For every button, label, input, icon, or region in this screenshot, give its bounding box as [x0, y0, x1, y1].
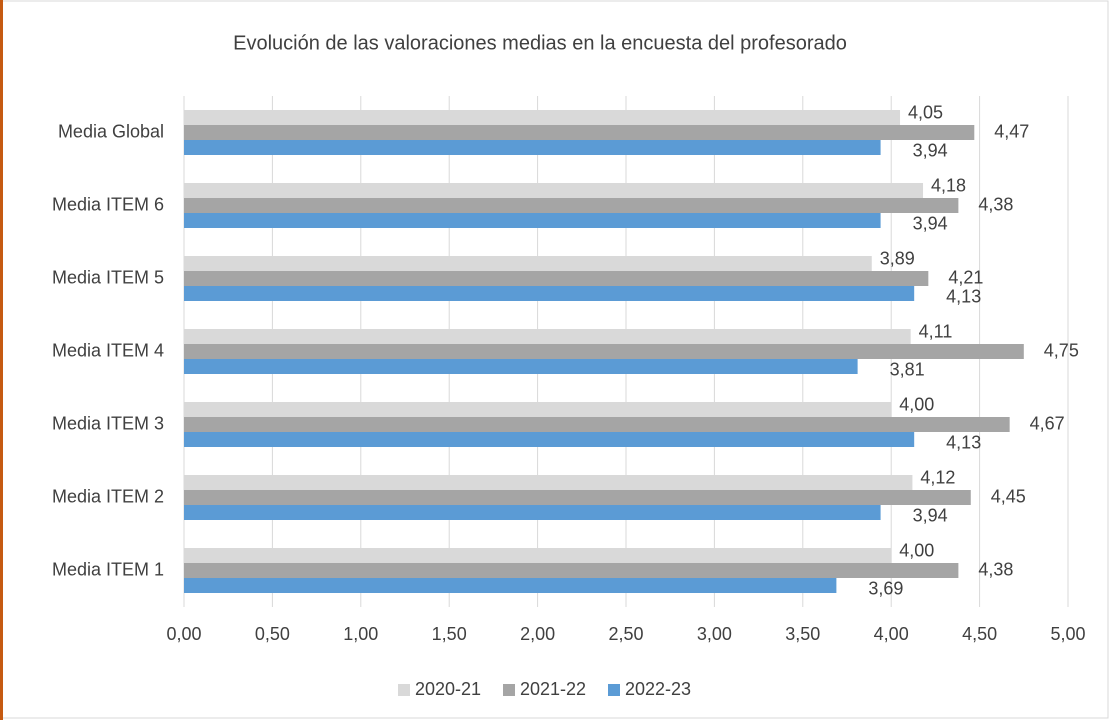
value-label: 4,13 — [946, 286, 981, 306]
y-tick-label: Media ITEM 5 — [52, 267, 164, 287]
value-label: 4,12 — [920, 467, 955, 487]
bar — [184, 563, 959, 578]
bar — [184, 286, 915, 301]
value-label: 4,47 — [994, 121, 1029, 141]
x-tick-label: 4,00 — [874, 624, 909, 644]
legend-label: 2020-21 — [415, 679, 481, 699]
legend-swatch — [503, 684, 515, 696]
legend-label: 2021-22 — [520, 679, 586, 699]
bar — [184, 140, 881, 155]
value-label: 3,94 — [913, 213, 948, 233]
value-label: 4,67 — [1030, 413, 1065, 433]
legend-label: 2022-23 — [625, 679, 691, 699]
legend-swatch — [398, 684, 410, 696]
y-tick-label: Media ITEM 2 — [52, 486, 164, 506]
bar — [184, 505, 881, 520]
bar — [184, 183, 924, 198]
x-tick-label: 5,00 — [1050, 624, 1085, 644]
x-tick-label: 1,50 — [432, 624, 467, 644]
bar — [184, 213, 881, 228]
value-label: 3,81 — [890, 359, 925, 379]
value-label: 4,00 — [899, 540, 934, 560]
value-label: 4,05 — [908, 102, 943, 122]
bar — [184, 417, 1010, 432]
bar — [184, 548, 892, 563]
bar — [184, 475, 913, 490]
value-label: 4,18 — [931, 175, 966, 195]
x-tick-label: 2,50 — [608, 624, 643, 644]
value-label: 3,94 — [913, 505, 948, 525]
y-tick-label: Media Global — [58, 121, 164, 141]
bar — [184, 198, 959, 213]
frame-edge — [0, 0, 3, 720]
bar — [184, 402, 892, 417]
value-label: 3,94 — [913, 140, 948, 160]
x-tick-label: 0,50 — [255, 624, 290, 644]
bar — [184, 432, 915, 447]
value-label: 4,11 — [919, 321, 953, 341]
value-label: 4,38 — [978, 194, 1013, 214]
value-label: 4,21 — [948, 267, 983, 287]
value-label: 4,45 — [991, 486, 1026, 506]
x-tick-label: 3,00 — [697, 624, 732, 644]
value-label: 4,38 — [978, 559, 1013, 579]
value-label: 4,13 — [946, 432, 981, 452]
bar — [184, 256, 872, 271]
bar — [184, 125, 975, 140]
value-label: 4,75 — [1044, 340, 1079, 360]
bar — [184, 344, 1024, 359]
bar — [184, 359, 858, 374]
y-tick-label: Media ITEM 1 — [52, 559, 164, 579]
legend-swatch — [608, 684, 620, 696]
x-tick-label: 1,00 — [343, 624, 378, 644]
bar — [184, 271, 929, 286]
y-tick-label: Media ITEM 4 — [52, 340, 164, 360]
bar — [184, 110, 901, 125]
chart-title: Evolución de las valoraciones medias en … — [233, 32, 847, 54]
x-tick-label: 2,00 — [520, 624, 555, 644]
x-tick-label: 0,00 — [166, 624, 201, 644]
bar — [184, 329, 911, 344]
value-label: 4,00 — [899, 394, 934, 414]
bar — [184, 490, 971, 505]
y-tick-label: Media ITEM 6 — [52, 194, 164, 214]
value-label: 3,69 — [868, 578, 903, 598]
x-tick-label: 4,50 — [962, 624, 997, 644]
x-tick-label: 3,50 — [785, 624, 820, 644]
value-label: 3,89 — [880, 248, 915, 268]
bar — [184, 578, 837, 593]
y-tick-label: Media ITEM 3 — [52, 413, 164, 433]
